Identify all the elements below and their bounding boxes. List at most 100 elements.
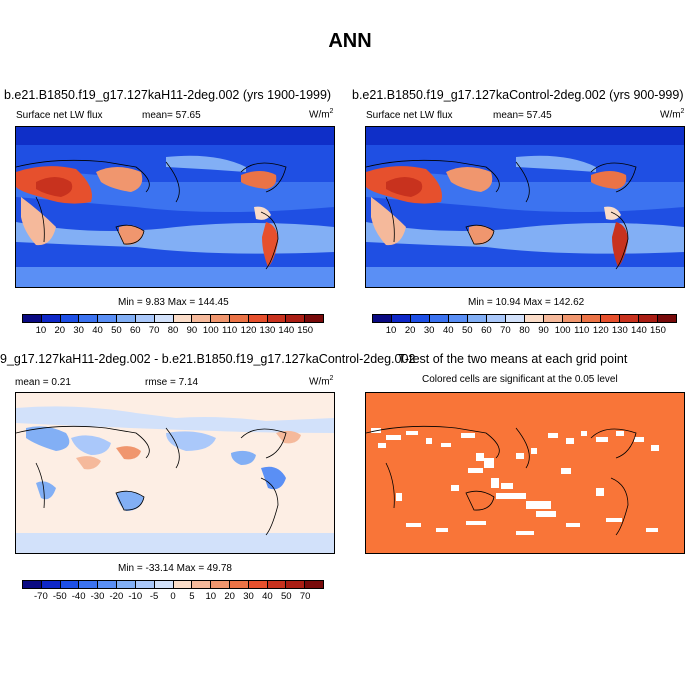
- panel2-mean-label: mean= 57.45: [493, 110, 552, 121]
- colorbar-swatch: [60, 315, 80, 322]
- colorbar-tick: 80: [519, 325, 530, 336]
- panel1-title: b.e21.B1850.f19_g17.127kaH11-2deg.002 (y…: [4, 88, 332, 102]
- colorbar-swatch: [411, 315, 430, 322]
- panel1-units: W/m2: [309, 108, 334, 121]
- panel1-minmax: Min = 9.83 Max = 144.45: [118, 297, 229, 308]
- colorbar-swatch: [563, 315, 582, 322]
- colorbar-tick: 120: [240, 325, 257, 336]
- panel3-units: W/m2: [309, 375, 334, 388]
- panel2-map: [365, 126, 685, 288]
- panel2-map-graphic: [366, 127, 684, 287]
- colorbar-swatch: [79, 581, 99, 588]
- colorbar-tick: -5: [149, 591, 159, 602]
- colorbar-tick: 90: [186, 325, 198, 336]
- colorbar-swatch: [525, 315, 544, 322]
- colorbar-swatch: [192, 581, 212, 588]
- colorbar-swatch: [23, 581, 42, 588]
- colorbar-tick: 100: [202, 325, 219, 336]
- colorbar-tick: 40: [92, 325, 103, 336]
- colorbar-tick: 100: [554, 325, 571, 336]
- panel1-map: [15, 126, 335, 288]
- colorbar-swatch: [248, 315, 268, 322]
- colorbar-swatch: [211, 581, 230, 588]
- colorbar-tick: 50: [111, 325, 122, 336]
- panel4-map: [365, 392, 685, 554]
- colorbar-swatch: [449, 315, 468, 322]
- colorbar-tick: 150: [297, 325, 314, 336]
- colorbar-tick: 30: [243, 591, 254, 602]
- colorbar-tick: 150: [650, 325, 666, 336]
- colorbar-swatch: [639, 315, 658, 322]
- colorbar-tick: 120: [592, 325, 609, 336]
- colorbar-swatch: [305, 581, 323, 588]
- panel2-units: W/m2: [660, 108, 685, 121]
- colorbar-tick: 110: [222, 325, 238, 336]
- colorbar-tick: 5: [189, 591, 195, 602]
- colorbar-tick: -40: [71, 591, 86, 602]
- colorbar-tick: 50: [280, 591, 292, 602]
- colorbar-tick: 140: [278, 325, 295, 336]
- colorbar-swatch: [373, 315, 392, 322]
- panel3-colorbar-ticks: -70 -50 -40 -30 -20 -10 -5 0 5 10 20 30 …: [22, 591, 324, 603]
- colorbar-tick: 70: [299, 591, 311, 602]
- colorbar-swatch: [117, 581, 136, 588]
- colorbar-swatch: [305, 315, 323, 322]
- colorbar-tick: 20: [224, 591, 235, 602]
- panel1-mean-label: mean= 57.65: [142, 110, 201, 121]
- colorbar-tick: 40: [262, 591, 273, 602]
- colorbar-tick: 130: [259, 325, 276, 336]
- colorbar-swatch: [248, 581, 268, 588]
- panel3-colorbar: [22, 580, 324, 589]
- colorbar-swatch: [173, 581, 193, 588]
- colorbar-swatch: [98, 315, 118, 322]
- colorbar-swatch: [135, 581, 155, 588]
- colorbar-swatch: [117, 315, 136, 322]
- colorbar-swatch: [620, 315, 639, 322]
- panel2-minmax: Min = 10.94 Max = 142.62: [468, 297, 585, 308]
- panel4-title: T-test of the two means at each grid poi…: [398, 352, 628, 366]
- colorbar-swatch: [430, 315, 449, 322]
- colorbar-swatch: [544, 315, 563, 322]
- colorbar-tick: 30: [423, 325, 435, 336]
- panel3-rmse-label: rmse = 7.14: [145, 377, 199, 388]
- colorbar-tick: 110: [574, 325, 590, 336]
- colorbar-tick: 10: [205, 591, 217, 602]
- panel1-colorbar-ticks: 10 20 30 40 50 60 70 80 90 100 110 120 1…: [22, 325, 324, 337]
- colorbar-swatch: [392, 315, 411, 322]
- panel1-map-graphic: [16, 127, 334, 287]
- colorbar-swatch: [41, 581, 61, 588]
- colorbar-swatch: [23, 315, 42, 322]
- panel4-map-graphic: [366, 393, 684, 553]
- panel3-title: 9_g17.127kaH11-2deg.002 - b.e21.B1850.f1…: [0, 352, 416, 366]
- figure-title: ANN: [328, 30, 372, 52]
- colorbar-swatch: [154, 315, 174, 322]
- colorbar-tick: 10: [385, 325, 397, 336]
- colorbar-tick: 0: [170, 591, 176, 602]
- colorbar-swatch: [468, 315, 487, 322]
- panel3-map-graphic: [16, 393, 334, 553]
- colorbar-tick: -30: [90, 591, 105, 602]
- colorbar-swatch: [154, 581, 174, 588]
- colorbar-tick: 140: [630, 325, 647, 336]
- colorbar-swatch: [658, 315, 676, 322]
- panel2-variable-label: Surface net LW flux: [366, 110, 453, 121]
- panel1-variable-label: Surface net LW flux: [16, 110, 103, 121]
- colorbar-swatch: [487, 315, 506, 322]
- colorbar-tick: 80: [167, 325, 179, 336]
- colorbar-tick: 60: [481, 325, 492, 336]
- colorbar-swatch: [79, 315, 99, 322]
- panel1-colorbar: [22, 314, 324, 323]
- colorbar-swatch: [211, 315, 230, 322]
- colorbar-swatch: [601, 315, 620, 322]
- panel2-colorbar: [372, 314, 677, 323]
- panel4-subtitle: Colored cells are significant at the 0.0…: [422, 374, 618, 385]
- colorbar-swatch: [267, 315, 287, 322]
- colorbar-swatch: [229, 581, 249, 588]
- panel3-minmax: Min = -33.14 Max = 49.78: [118, 563, 232, 574]
- panel2-colorbar-ticks: 10 20 30 40 50 60 70 80 90 100 110 120 1…: [372, 325, 677, 337]
- colorbar-tick: 30: [73, 325, 84, 336]
- colorbar-swatch: [229, 315, 249, 322]
- colorbar-swatch: [286, 315, 306, 322]
- colorbar-tick: 70: [148, 325, 160, 336]
- colorbar-tick: -50: [52, 591, 67, 602]
